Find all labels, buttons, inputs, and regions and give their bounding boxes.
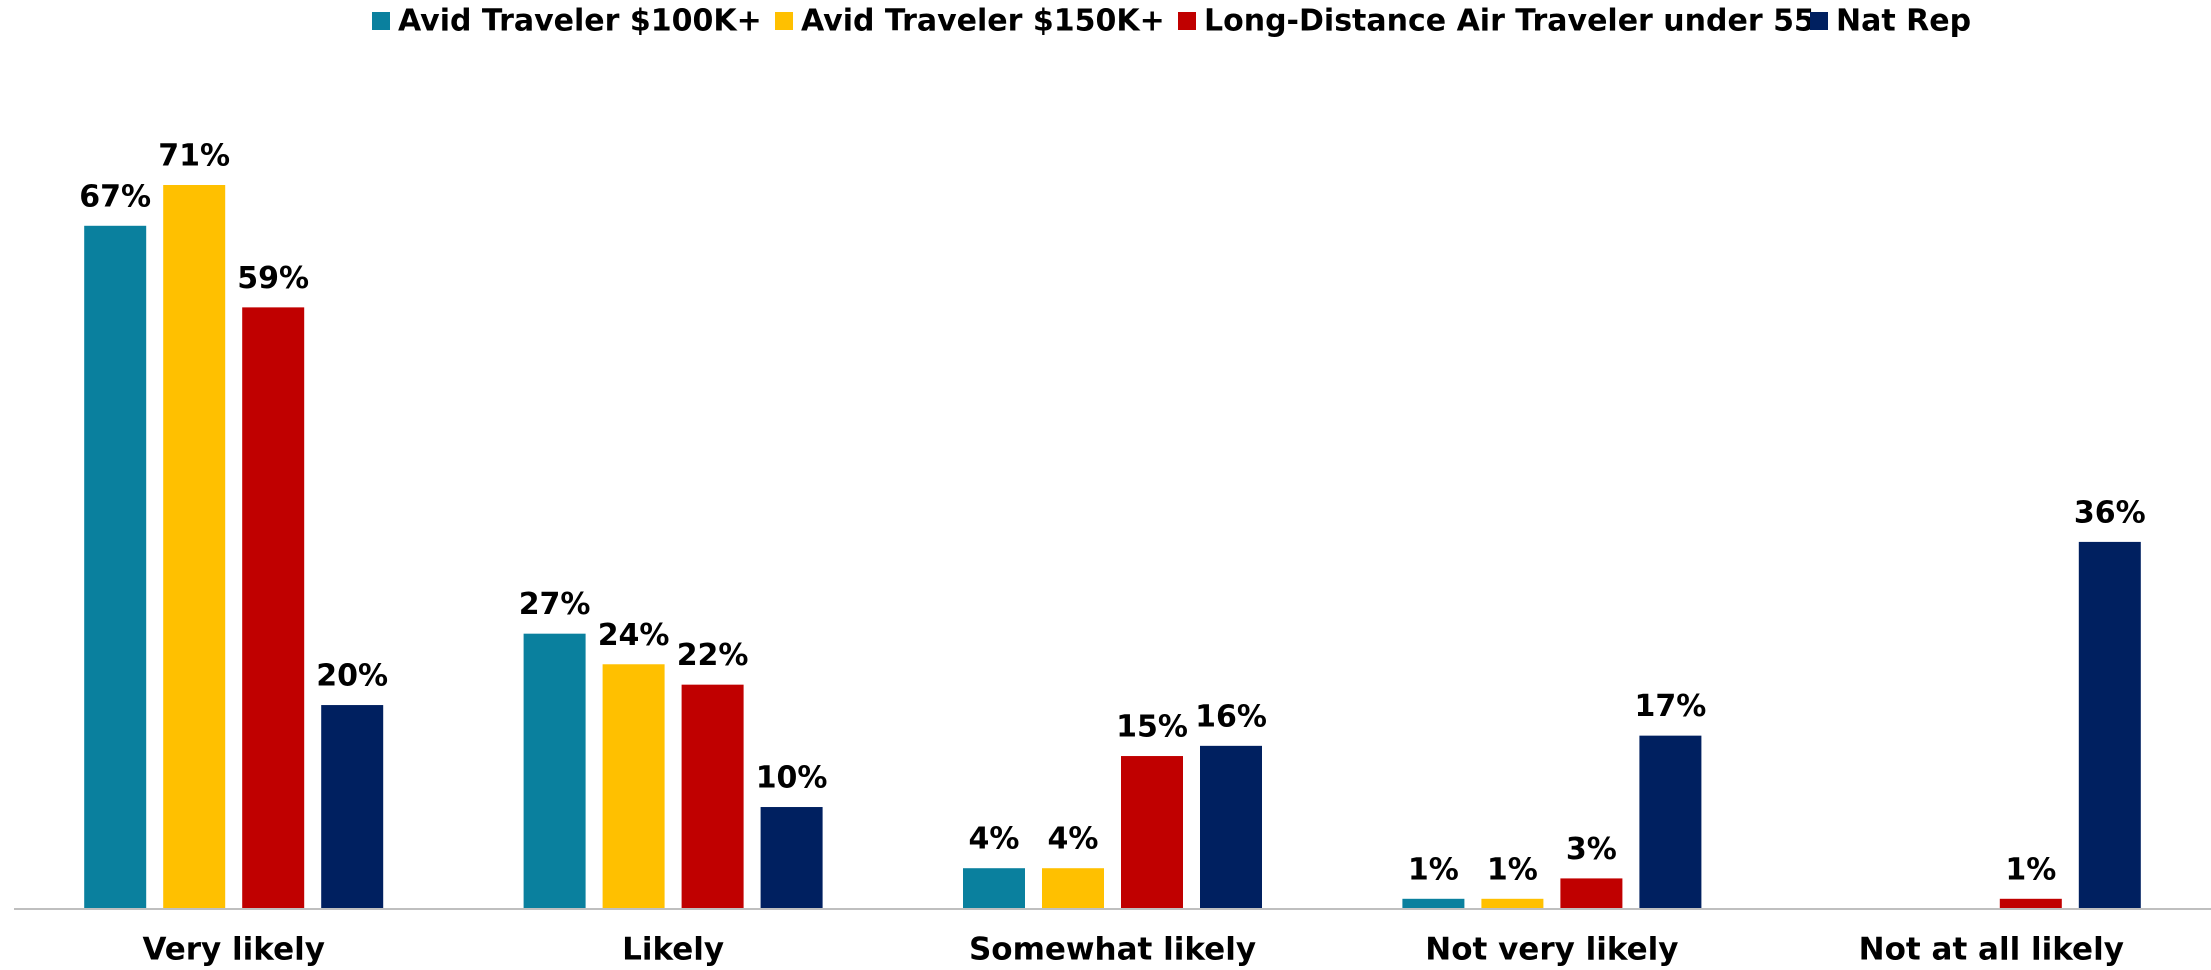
x-tick-label: Not at all likely xyxy=(1859,932,2124,968)
bar xyxy=(1042,868,1104,909)
data-label: 10% xyxy=(756,761,828,796)
bar xyxy=(1121,756,1183,909)
legend-label: Avid Traveler $100K+ xyxy=(398,4,762,39)
bar xyxy=(1200,745,1262,909)
data-label: 1% xyxy=(1408,852,1459,887)
data-label: 20% xyxy=(316,659,388,694)
bar xyxy=(602,664,665,909)
data-label: 4% xyxy=(1048,822,1099,857)
x-tick-label: Very likely xyxy=(142,932,325,968)
data-label: 67% xyxy=(79,179,151,214)
bar xyxy=(84,225,147,910)
bar xyxy=(321,705,384,909)
legend-swatch xyxy=(775,12,793,30)
bar xyxy=(1999,898,2062,909)
data-label: 1% xyxy=(2005,852,2056,887)
bar xyxy=(1639,735,1702,909)
data-label: 24% xyxy=(598,618,670,653)
data-label: 17% xyxy=(1634,689,1706,724)
bar xyxy=(963,868,1025,909)
bar xyxy=(242,307,305,909)
bar xyxy=(2078,541,2141,909)
legend-label: Avid Traveler $150K+ xyxy=(801,4,1165,39)
bar xyxy=(760,807,823,909)
data-label: 59% xyxy=(237,261,309,296)
data-label: 4% xyxy=(969,822,1020,857)
legend-swatch xyxy=(1810,12,1828,30)
data-label: 36% xyxy=(2074,495,2146,530)
legend-label: Nat Rep xyxy=(1836,4,1971,39)
data-label: 3% xyxy=(1566,832,1617,867)
bar xyxy=(1402,898,1465,909)
x-tick-label: Likely xyxy=(622,932,724,968)
bar xyxy=(681,684,744,909)
legend-label: Long-Distance Air Traveler under 55 xyxy=(1204,4,1815,39)
data-label: 22% xyxy=(677,638,749,673)
x-tick-label: Somewhat likely xyxy=(969,932,1256,968)
legend-swatch xyxy=(372,12,390,30)
data-label: 16% xyxy=(1195,699,1267,734)
data-label: 27% xyxy=(519,587,591,622)
legend-swatch xyxy=(1178,12,1196,30)
data-label: 1% xyxy=(1487,852,1538,887)
data-label: 15% xyxy=(1116,710,1188,745)
bar xyxy=(1560,878,1623,909)
bar xyxy=(1481,898,1544,909)
bar xyxy=(163,185,226,909)
data-label: 71% xyxy=(158,139,230,174)
bar xyxy=(523,633,586,909)
x-tick-label: Not very likely xyxy=(1425,932,1678,968)
